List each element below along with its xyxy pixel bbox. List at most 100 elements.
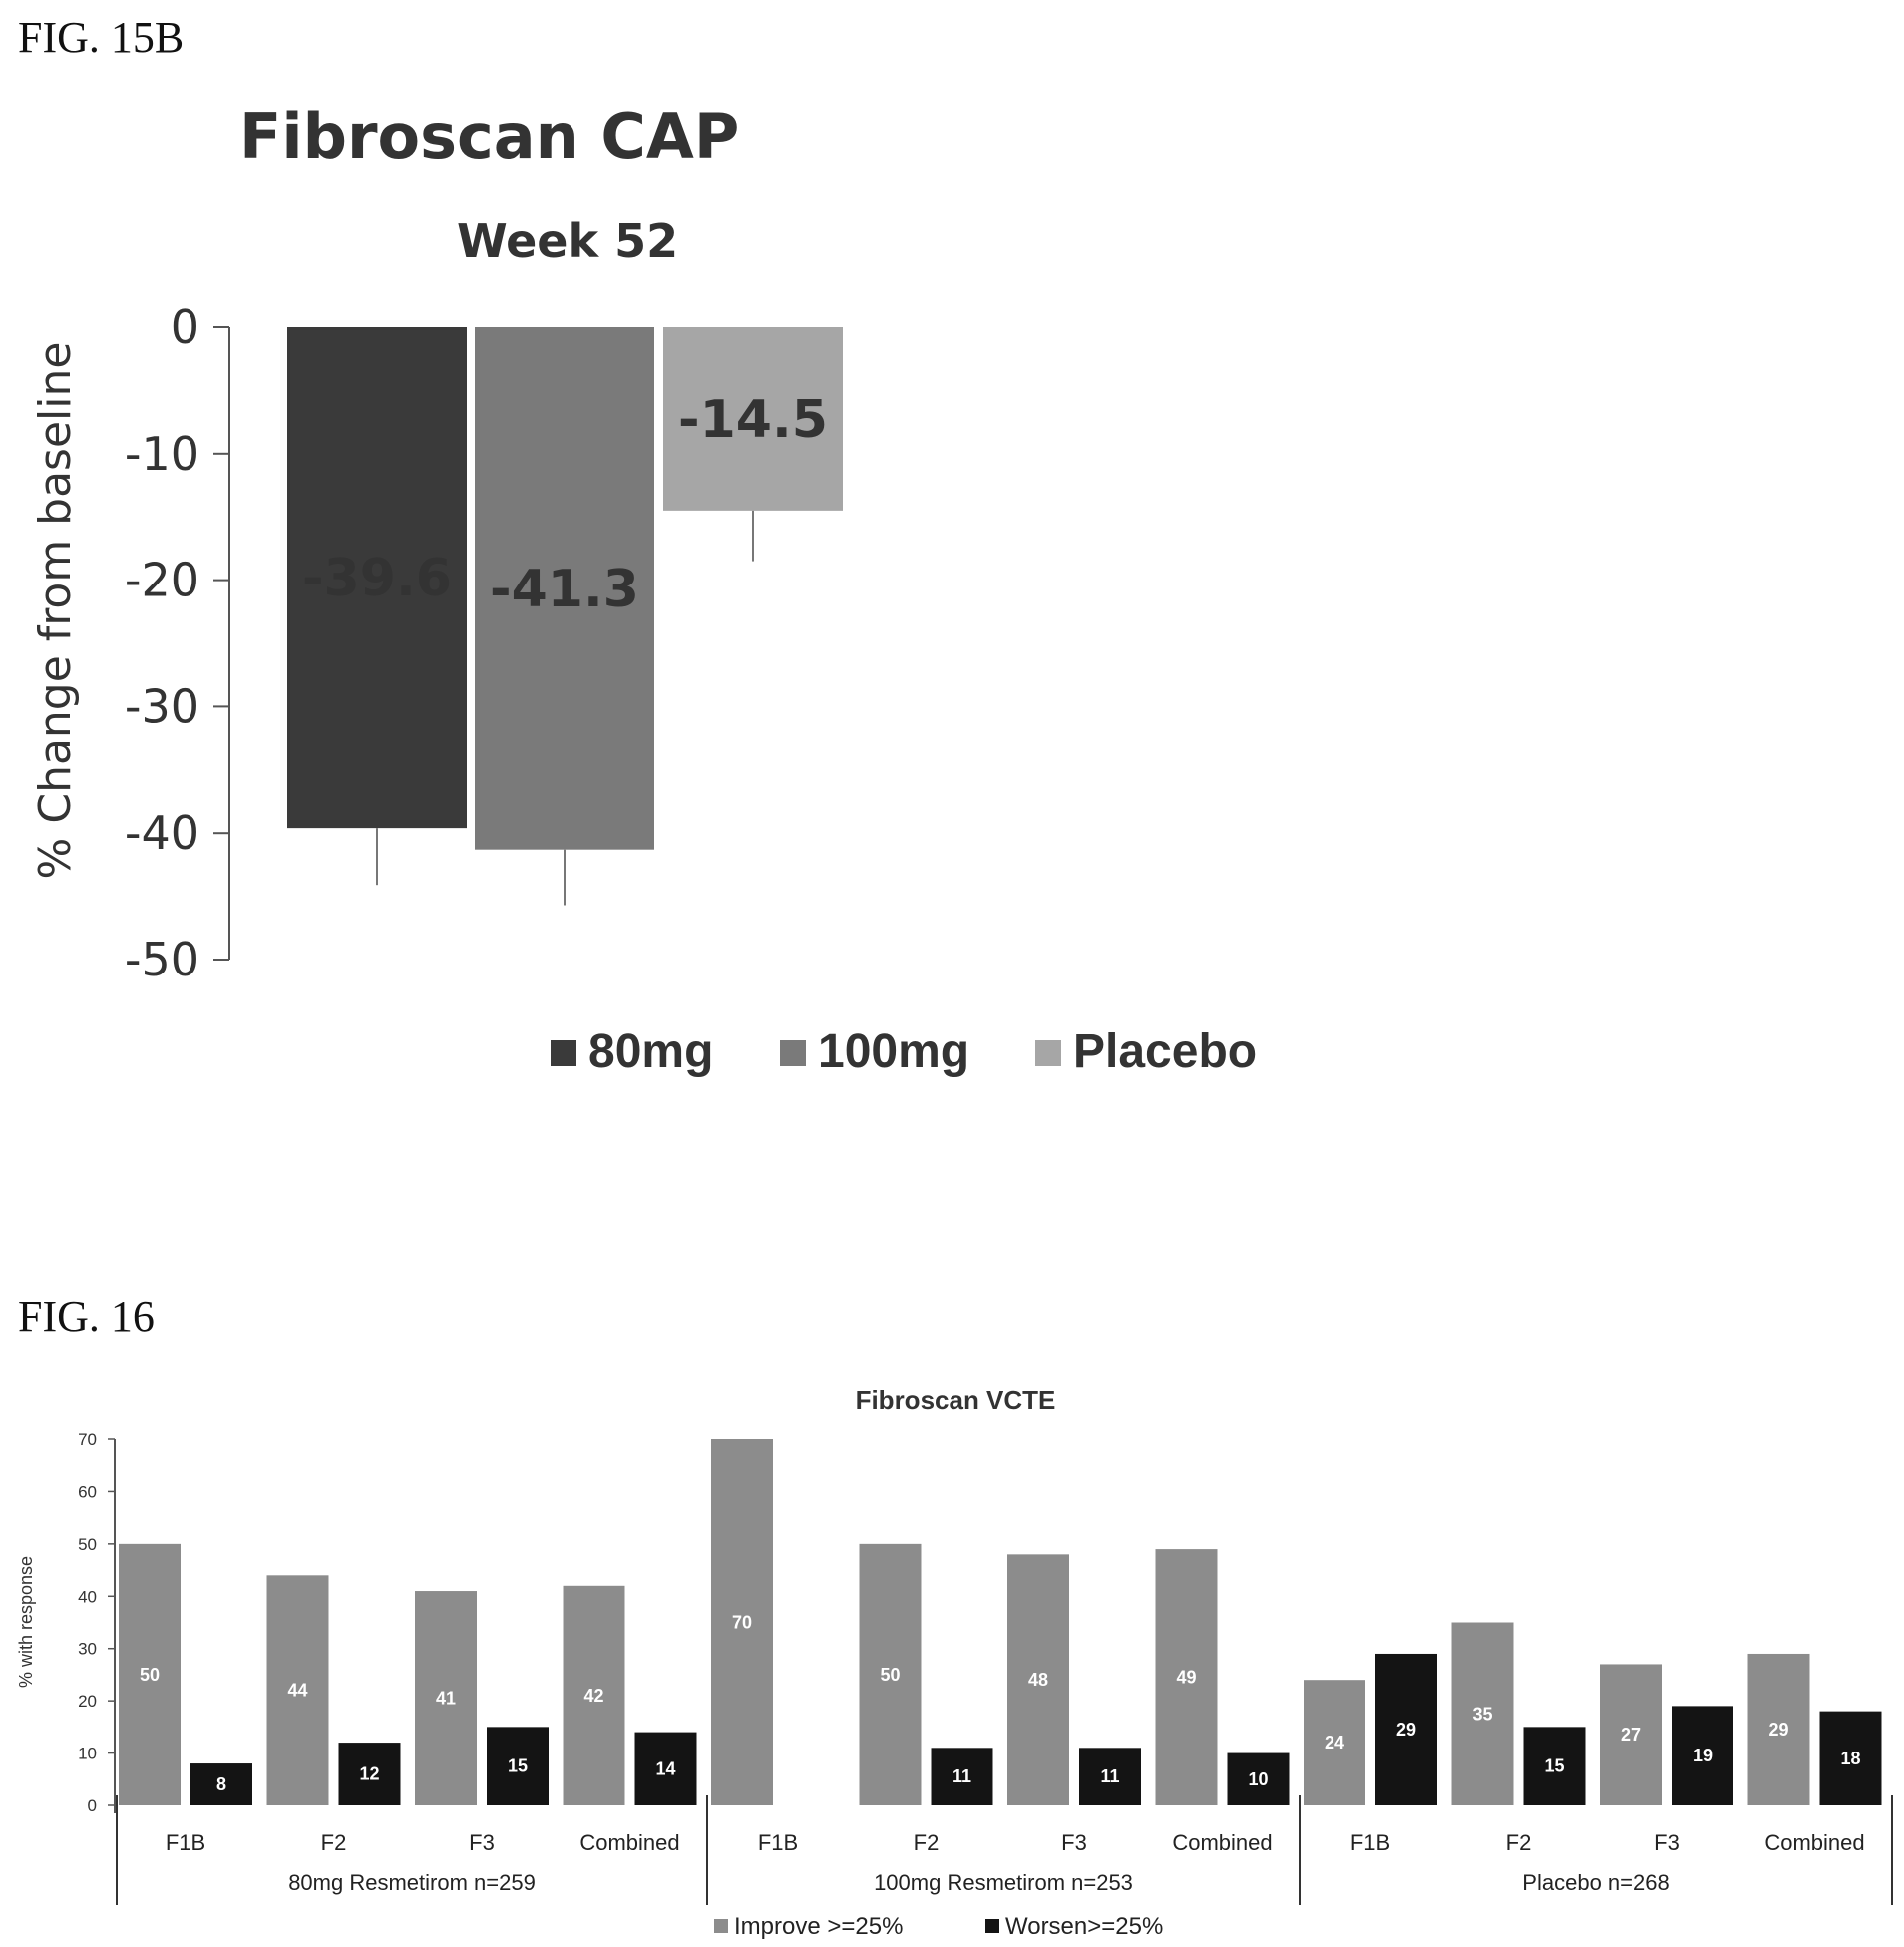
chart2-bar-improve	[1451, 1622, 1514, 1805]
chart2-category-axis: F1B F2 F3 Combined F1B F2 F3 Combined F1B F2 F3 Com…	[116, 1795, 1893, 1905]
chart1-tick-label: -50	[125, 933, 199, 986]
chart2-category-label: Combined	[1764, 1830, 1864, 1855]
chart1-tick-label: -30	[125, 679, 199, 733]
chart2-tick-label: 20	[78, 1692, 97, 1711]
chart2-title: Fibroscan VCTE	[856, 1385, 1056, 1415]
chart2-legend-swatch	[985, 1919, 999, 1933]
chart1-legend-label: 80mg	[588, 1025, 713, 1078]
chart2-data-label: 15	[508, 1756, 528, 1776]
chart2-legend-label: Worsen>=25%	[1005, 1913, 1163, 1940]
chart1-bars: -39.6 -41.3 -14.5	[287, 327, 843, 906]
fig-16-label: FIG. 16	[18, 1292, 155, 1341]
chart2-legend-label: Improve >=25%	[734, 1913, 903, 1940]
chart2-bar-improve	[711, 1439, 773, 1805]
chart1-legend-swatch	[780, 1040, 806, 1066]
chart2-bar-worsen	[1672, 1706, 1733, 1805]
chart2-data-label: 11	[952, 1766, 971, 1786]
chart2-data-label: 50	[140, 1665, 160, 1685]
chart1-subtitle: Week 52	[457, 214, 678, 268]
chart1-bar-80mg	[287, 327, 467, 829]
chart1-y-axis-label: % Change from baseline	[30, 342, 81, 880]
chart2-bar-improve	[119, 1543, 181, 1805]
chart1-legend-label: Placebo	[1073, 1025, 1257, 1078]
chart2-data-label: 48	[1028, 1670, 1048, 1690]
chart2-bar-worsen	[931, 1748, 993, 1805]
chart1-data-label: -41.3	[490, 560, 639, 619]
chart2-bar-worsen	[487, 1727, 549, 1805]
chart1-tick-label: 0	[171, 300, 199, 354]
chart2-bar-improve	[415, 1591, 477, 1805]
chart1-bar-100mg	[475, 327, 654, 850]
chart2-y-ticks: 0 10 20 30 40 50 60 70	[78, 1430, 115, 1815]
chart2-bar-improve	[266, 1575, 329, 1805]
chart2-bars: 50 8 44 12 41 15 42 14 70 50 11 48 11 49 10 24 29 35 15 27 1…	[119, 1439, 1882, 1805]
chart2-data-label: 29	[1768, 1720, 1788, 1740]
chart2-category-label: F2	[321, 1830, 347, 1855]
chart2-data-label: 70	[732, 1613, 752, 1633]
chart2-category-label: Combined	[1172, 1830, 1272, 1855]
chart2-data-label: 19	[1693, 1746, 1713, 1765]
chart1-data-label: -14.5	[678, 390, 828, 450]
chart1-bar-placebo	[663, 327, 843, 511]
chart2-tick-label: 40	[78, 1587, 97, 1606]
chart2-bar-worsen	[1375, 1653, 1437, 1805]
chart2-legend: Improve >=25% Worsen>=25%	[714, 1913, 1163, 1940]
chart2-bar-improve	[1304, 1680, 1365, 1805]
chart2-data-label: 29	[1396, 1720, 1416, 1740]
chart1-title: Fibroscan CAP	[239, 100, 739, 173]
chart2-data-label: 41	[436, 1689, 456, 1709]
chart2-category-label: F3	[469, 1830, 495, 1855]
chart2-bar-worsen	[1079, 1748, 1141, 1805]
chart1-legend: 80mg 100mg Placebo	[551, 1025, 1257, 1078]
chart2-bar-improve	[859, 1543, 922, 1805]
chart2-bar-worsen	[1819, 1711, 1882, 1805]
chart1-data-label: -39.6	[302, 549, 452, 608]
chart2-category-label: F2	[914, 1830, 940, 1855]
chart2-data-label: 49	[1176, 1668, 1196, 1688]
chart2-bar-worsen	[190, 1763, 252, 1805]
chart2-tick-label: 30	[78, 1640, 97, 1659]
chart2-category-label: F3	[1654, 1830, 1680, 1855]
chart2-data-label: 11	[1100, 1766, 1119, 1786]
chart2-category-label: F3	[1061, 1830, 1087, 1855]
chart2-group-label: 100mg Resmetirom n=253	[874, 1870, 1133, 1895]
chart2-group-label: Placebo n=268	[1522, 1870, 1669, 1895]
chart2-bar-improve	[1155, 1549, 1218, 1805]
chart1-legend-swatch	[1035, 1040, 1061, 1066]
chart2-category-label: F2	[1506, 1830, 1532, 1855]
chart2-data-label: 42	[583, 1686, 603, 1706]
chart2-bar-improve	[1600, 1664, 1662, 1805]
chart2-data-label: 12	[359, 1764, 379, 1784]
chart2-bar-worsen	[1227, 1752, 1290, 1805]
chart2-legend-swatch	[714, 1919, 728, 1933]
chart2-bar-worsen	[634, 1732, 697, 1805]
chart2-data-label: 50	[880, 1665, 900, 1685]
chart2-category-label: F1B	[758, 1830, 798, 1855]
chart1-tick-label: -20	[125, 554, 199, 607]
chart1-legend-label: 100mg	[818, 1025, 969, 1078]
chart1-legend-swatch	[551, 1040, 576, 1066]
chart2-data-label: 8	[216, 1774, 226, 1794]
chart2-category-label: F1B	[166, 1830, 205, 1855]
chart1-tick-label: -10	[125, 427, 199, 481]
chart2-bar-improve	[1007, 1554, 1069, 1805]
chart2-data-label: 18	[1840, 1749, 1860, 1768]
chart2-bar-improve	[1747, 1653, 1810, 1805]
chart2-data-label: 10	[1248, 1769, 1268, 1789]
chart2-data-label: 27	[1621, 1725, 1641, 1745]
chart2-tick-label: 60	[78, 1482, 97, 1501]
chart2-tick-label: 70	[78, 1430, 97, 1449]
chart2-data-label: 15	[1544, 1756, 1564, 1776]
chart2-data-label: 14	[655, 1758, 675, 1778]
chart2-group-label: 80mg Resmetirom n=259	[288, 1870, 536, 1895]
chart2-tick-label: 0	[88, 1796, 97, 1815]
chart2-bar-worsen	[1523, 1727, 1586, 1805]
chart2-category-label: F1B	[1350, 1830, 1390, 1855]
chart2-data-label: 24	[1325, 1733, 1344, 1752]
chart2-data-label: 44	[287, 1681, 307, 1701]
chart1-tick-label: -40	[125, 806, 199, 860]
chart2-bar-improve	[563, 1585, 625, 1805]
chart2-data-label: 35	[1472, 1704, 1492, 1724]
chart2-category-label: Combined	[579, 1830, 679, 1855]
